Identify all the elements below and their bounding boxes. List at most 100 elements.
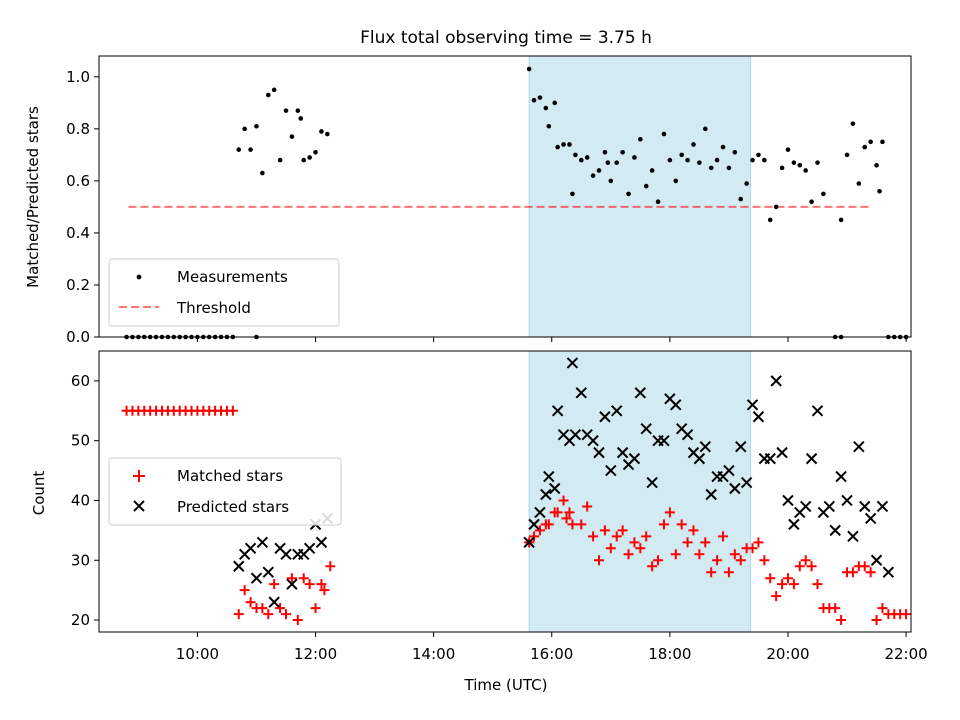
- measurement-point: [543, 105, 549, 111]
- matched-stars-point: [263, 609, 274, 620]
- predicted-stars-point: [693, 452, 706, 465]
- ratio-y-tick-label: 0.2: [66, 276, 90, 294]
- measurement-point: [313, 149, 318, 155]
- matched-stars-point: [788, 579, 799, 590]
- measurement-point: [567, 142, 572, 147]
- legend-matched-marker: [133, 470, 145, 482]
- chart-title: Flux total observing time = 3.75 h: [360, 28, 652, 48]
- measurement-point: [767, 217, 773, 223]
- matched-stars-point: [316, 579, 327, 590]
- ratio-panel: 0.0 0.2 0.4 0.6 0.8 1.0 Matched/Predicted sta…: [24, 55, 912, 346]
- measurement-point: [307, 155, 312, 160]
- matched-stars-point: [304, 579, 315, 590]
- ratio-plot-frame: [98, 55, 912, 338]
- matched-stars-point: [688, 525, 699, 536]
- predicted-stars-point: [805, 452, 818, 465]
- predicted-stars-point: [569, 428, 582, 441]
- measurement-point: [874, 162, 879, 168]
- measurement-point: [655, 199, 661, 205]
- matched-stars-point: [794, 561, 805, 572]
- predicted-stars-point: [782, 494, 794, 507]
- measurement-point: [750, 157, 755, 163]
- measurement-point: [596, 168, 602, 173]
- measurement-point: [821, 191, 826, 197]
- measurement-point: [552, 100, 558, 106]
- ratio-y-tick-label: 0.0: [66, 328, 90, 346]
- predicted-stars-point: [233, 560, 245, 572]
- measurement-point: [702, 126, 708, 132]
- matched-stars-point: [800, 555, 811, 566]
- matched-stars-point: [605, 543, 616, 554]
- predicted-stars-point: [315, 536, 328, 549]
- matched-stars-point: [623, 549, 634, 560]
- matched-stars-point: [782, 573, 793, 584]
- matched-stars-point: [718, 531, 729, 542]
- measurement-point: [271, 87, 277, 93]
- legend-predicted-marker: [133, 500, 145, 512]
- count-x-tick-label: 12:00: [294, 645, 337, 663]
- predicted-stars-point: [593, 446, 605, 459]
- predicted-stars-point: [735, 440, 747, 453]
- measurement-point: [697, 160, 702, 165]
- count-x-tick-label: 16:00: [530, 645, 573, 663]
- matched-stars-point: [901, 609, 912, 620]
- predicted-stars-point: [729, 482, 741, 495]
- matched-stars-point: [292, 615, 303, 626]
- measurement-point: [632, 155, 637, 160]
- matched-stars-point: [682, 537, 693, 548]
- matched-stars-point: [233, 609, 244, 620]
- matched-stars-point: [582, 501, 593, 512]
- predicted-stars-point: [628, 452, 641, 465]
- measurement-point: [236, 147, 242, 152]
- matched-stars-point: [552, 507, 563, 518]
- predicted-stars-point: [640, 423, 652, 435]
- matched-stars-point: [712, 555, 723, 566]
- matched-stars-point: [611, 531, 622, 542]
- measurement-point: [242, 126, 247, 132]
- matched-stars-point: [593, 555, 604, 566]
- matched-stars-point: [877, 603, 888, 614]
- measurement-point: [295, 108, 301, 113]
- measurement-point: [325, 131, 330, 137]
- predicted-stars-point: [764, 452, 776, 465]
- measurement-point: [254, 123, 259, 129]
- measurement-point: [614, 160, 620, 165]
- predicted-stars-point: [746, 399, 759, 411]
- legend-measurements-label: Measurements: [177, 268, 288, 286]
- measurement-point: [797, 162, 803, 168]
- predicted-stars-point: [776, 446, 788, 459]
- matched-stars-point: [765, 573, 776, 584]
- measurement-point: [679, 152, 684, 158]
- matched-stars-point: [729, 549, 740, 560]
- count-y-tick-label: 50: [71, 432, 90, 450]
- count-y-tick-label: 60: [71, 372, 90, 390]
- matched-stars-point: [269, 579, 280, 590]
- predicted-stars-point: [268, 596, 280, 608]
- measurement-point: [877, 188, 882, 194]
- measurement-point: [626, 191, 631, 197]
- measurement-point: [661, 131, 667, 137]
- matched-stars-point: [641, 531, 652, 542]
- count-x-tick-label: 14:00: [412, 645, 455, 663]
- matched-stars-point: [257, 603, 268, 614]
- matched-stars-point: [529, 531, 540, 542]
- predicted-stars-point: [699, 440, 712, 453]
- matched-stars-point: [298, 573, 309, 584]
- matched-stars-point: [635, 543, 646, 554]
- matched-stars-point: [561, 513, 572, 524]
- measurement-point: [584, 155, 590, 160]
- matched-stars-point: [771, 591, 782, 602]
- matched-stars-point: [629, 537, 640, 548]
- measurement-point: [868, 139, 873, 145]
- count-legend-box: [108, 457, 342, 526]
- predicted-stars-point: [543, 470, 555, 483]
- measurement-point: [301, 157, 307, 163]
- legend-measurements-marker: [136, 274, 142, 280]
- matched-stars-point: [325, 561, 336, 572]
- predicted-stars-point: [847, 530, 859, 543]
- matched-stars-point: [747, 543, 758, 554]
- measurement-point: [526, 66, 532, 72]
- measurement-point: [608, 178, 614, 184]
- predicted-stars-point: [540, 488, 552, 501]
- count-legend: Matched stars Predicted stars: [108, 457, 342, 526]
